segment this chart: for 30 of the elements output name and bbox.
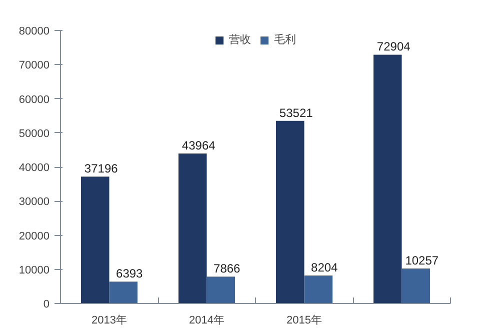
y-tick-label: 40000	[18, 162, 50, 174]
y-tick-label: 20000	[18, 230, 50, 242]
bar	[304, 276, 333, 304]
bar	[80, 176, 110, 304]
data-label: 37196	[84, 162, 118, 176]
x-tick-label: 2014年	[189, 314, 224, 326]
y-tick-label: 0	[43, 298, 50, 310]
y-tick-label: 10000	[18, 264, 50, 276]
y-tick-label: 80000	[18, 26, 50, 38]
x-tick-label: 2015年	[286, 314, 322, 326]
bar	[178, 153, 207, 304]
data-label: 8204	[311, 260, 338, 275]
legend-label: 毛利	[274, 32, 296, 47]
y-tick-label: 30000	[18, 196, 50, 208]
legend-label: 营收	[229, 33, 251, 47]
data-label: 53521	[279, 106, 314, 120]
y-tick-label: 70000	[18, 60, 50, 72]
bar	[109, 282, 138, 304]
data-label: 10257	[405, 254, 439, 268]
bar	[276, 120, 304, 304]
data-label: 43964	[182, 138, 216, 152]
y-tick-label: 60000	[18, 94, 50, 106]
bar	[402, 268, 430, 304]
data-label: 6393	[116, 266, 144, 281]
bar	[206, 276, 236, 304]
y-tick-label: 50000	[18, 128, 50, 140]
data-label: 72904	[376, 40, 411, 54]
data-label: 7866	[214, 262, 241, 276]
bar	[373, 54, 402, 304]
x-tick-label: 2013年	[92, 314, 127, 326]
